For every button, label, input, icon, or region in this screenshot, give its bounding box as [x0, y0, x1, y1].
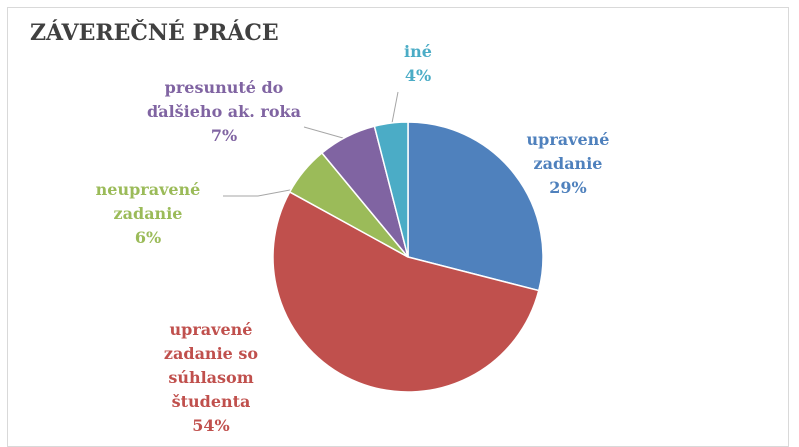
percent-label: 54% — [192, 416, 230, 435]
data-label: neupravené zadanie 6% — [88, 178, 208, 250]
pie-area — [223, 91, 544, 393]
percent-label: 6% — [134, 228, 162, 247]
data-label: upravené zadanie so súhlasom študenta 54% — [150, 318, 272, 438]
leader-line — [391, 91, 399, 124]
pie-slice — [373, 121, 409, 258]
leader-line — [303, 126, 351, 141]
category-label: presunuté do ďalšieho ak. roka — [147, 78, 301, 121]
category-label: upravené zadanie so súhlasom študenta — [163, 320, 259, 411]
data-label: upravené zadanie 29% — [518, 128, 618, 200]
data-label: iné 4% — [388, 40, 448, 88]
percent-label: 29% — [549, 178, 587, 197]
pie-slice — [272, 190, 540, 393]
percent-label: 7% — [210, 126, 238, 145]
pie-slice — [407, 121, 544, 292]
percent-label: 4% — [404, 66, 432, 85]
data-label: presunuté do ďalšieho ak. roka 7% — [140, 76, 308, 148]
category-label: upravené zadanie — [526, 130, 610, 173]
category-label: iné — [404, 42, 432, 61]
chart-title: ZÁVEREČNÉ PRÁCE — [30, 20, 279, 46]
category-label: neupravené zadanie — [95, 180, 201, 223]
chart: ZÁVEREČNÉ PRÁCE upravené zadanie 29% uprav… — [7, 7, 789, 447]
